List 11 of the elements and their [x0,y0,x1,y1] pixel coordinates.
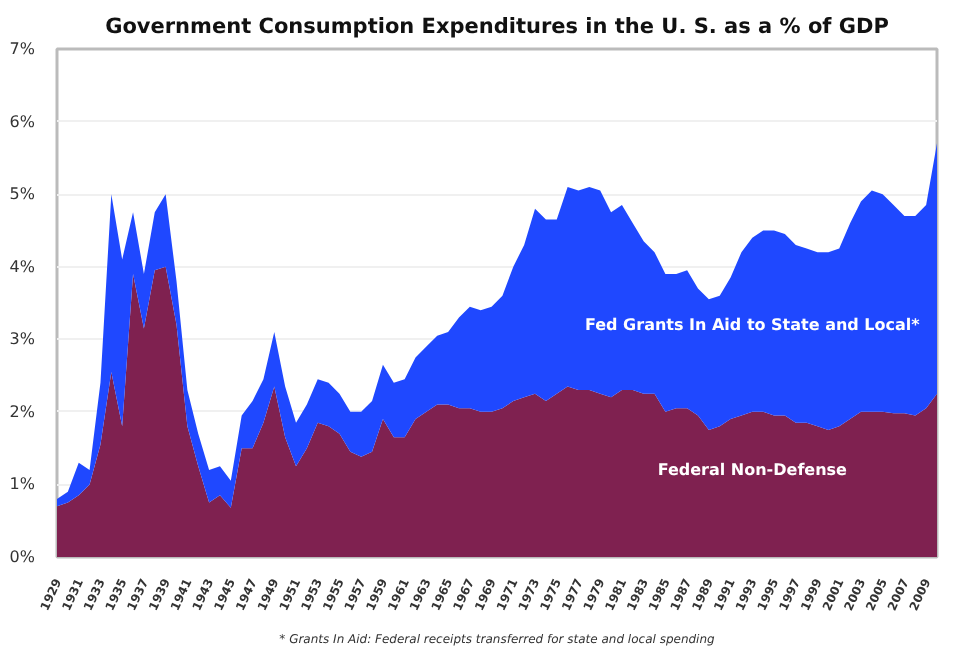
y-tick-label: 7% [9,40,36,58]
y-tick-label: 6% [9,112,36,131]
y-tick-label: 0% [9,548,36,566]
y-tick-label: 5% [9,185,36,204]
y-tick-label: 2% [9,402,36,421]
series-label: Federal Non-Defense [657,460,849,479]
series-label: Fed Grants In Aid to State and Local* [584,315,922,334]
y-tick-label: 1% [9,475,36,494]
chart-title: Government Consumption Expenditures in the U. S. as a % of GDP [105,15,890,39]
y-tick-label: 4% [9,257,36,276]
y-tick-label: 3% [9,330,36,349]
